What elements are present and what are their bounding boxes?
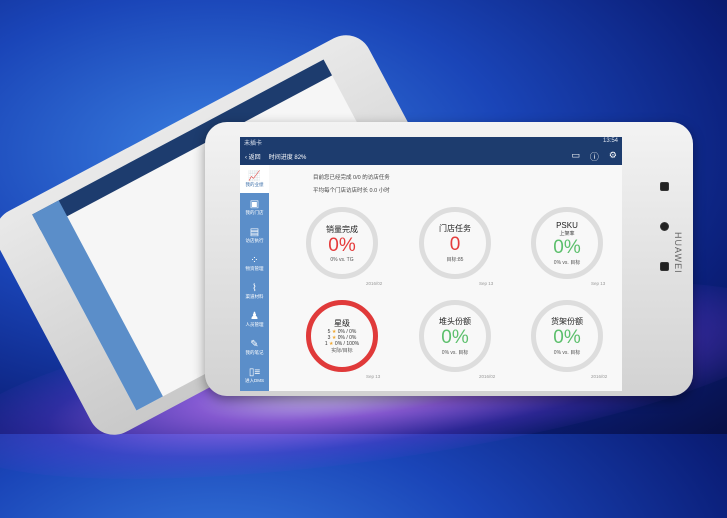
back-button[interactable]: ‹ 返回	[245, 154, 261, 161]
card-footnote: 实际/目标	[331, 348, 353, 354]
card-footnote: 0% vs. 目标	[553, 259, 581, 266]
sidebar-item-label: 我的门店	[245, 209, 264, 215]
card-value: 0%	[553, 236, 581, 258]
metric-card[interactable]: 销量完成 0% 0% vs. TG	[306, 207, 378, 279]
front-phone: HUAWEI 未插卡 13:54 ‹ 返回 时间进度 82% ▭ ⓘ ⚙ 📈 我的业绩 ▣…	[205, 122, 693, 396]
sidebar-item[interactable]: ▣ 我的门店	[240, 193, 269, 221]
card-footnote: 0% vs. TG	[330, 256, 354, 263]
card-title: 货架份额	[551, 317, 583, 326]
card-title: 星级	[334, 319, 350, 328]
star-value: 0% / 0%	[337, 329, 357, 335]
card-title: 销量完成	[326, 224, 358, 234]
sidebar-item-label: 人员管理	[245, 321, 264, 327]
clipboard-icon: ▤	[249, 226, 260, 238]
star-icon: ★	[329, 341, 334, 347]
time-progress: 时间进度 82%	[268, 154, 307, 161]
sidebar-item-label: 渠道材料	[245, 293, 264, 299]
star-value: 0% / 0%	[337, 335, 357, 341]
help-icon[interactable]: ⓘ	[589, 151, 599, 162]
metric-card[interactable]: 门店任务 0 目标:85	[419, 207, 491, 279]
card-date: Sep 13	[366, 374, 381, 379]
sidebar-item[interactable]: ⁘ 物资管理	[240, 249, 269, 277]
card-footnote: 0% vs. 目标	[441, 350, 469, 356]
people-icon: ♟	[250, 310, 259, 322]
star-count: 1	[324, 341, 328, 347]
chart-icon: 📈	[248, 170, 261, 182]
sidebar-item-label: 我的笔记	[245, 349, 264, 355]
star-icon: ★	[331, 329, 337, 335]
metric-card[interactable]: 货架份额 0% 0% vs. 目标	[531, 300, 603, 372]
card-title: 堆头份额	[439, 317, 471, 326]
sidebar-item[interactable]: ⌇ 渠道材料	[240, 277, 269, 305]
metric-card[interactable]: PSKU 上架率 0% 0% vs. 目标	[531, 207, 603, 279]
menu-key-icon[interactable]	[660, 262, 669, 271]
sidebar-item[interactable]: ▤ 访店执行	[240, 221, 269, 249]
paperclip-icon: ⌇	[252, 282, 257, 294]
sidebar-item-label: 进入DMS	[245, 377, 264, 383]
store-icon: ▣	[249, 198, 260, 210]
star-value: 0% / 100%	[334, 341, 360, 347]
sidebar-item-label: 访店执行	[245, 237, 264, 243]
card-value: 0%	[328, 234, 356, 256]
sidebar-item[interactable]: ✎ 我的笔记	[240, 333, 269, 361]
sidebar: 📈 我的业绩 ▣ 我的门店 ▤ 访店执行 ⁘ 物资管理 ⌇ 渠道材料 ♟ 人员管理 ✎ 我的笔记 ▯≡ 进入D…	[240, 165, 269, 391]
card-value: 0%	[553, 327, 581, 348]
card-subtitle: 上架率	[559, 230, 575, 237]
star-row: 3 ★ 0% / 0%	[328, 335, 357, 341]
card-title: 门店任务	[439, 224, 471, 233]
note-icon: ✎	[250, 338, 259, 350]
back-label: 返回	[248, 154, 261, 161]
message-icon[interactable]: ▭	[571, 149, 580, 160]
card-date: 2016/02	[591, 374, 608, 379]
card-date: Sep 13	[479, 281, 494, 286]
card-title: PSKU	[556, 220, 578, 230]
star-row: 1 ★ 0% / 100%	[325, 341, 359, 347]
sidebar-item-label: 物资管理	[245, 265, 264, 271]
sidebar-item[interactable]: ▯≡ 进入DMS	[240, 361, 269, 389]
home-key-icon[interactable]	[660, 222, 669, 231]
card-date: 2016/02	[366, 281, 383, 286]
card-footnote: 0% vs. 目标	[553, 350, 581, 356]
gear-icon[interactable]: ⚙	[608, 149, 617, 160]
summary-line1: 目前您已经完成 0/0 的访店任务	[313, 175, 390, 181]
grid-icon: ⁘	[250, 254, 259, 266]
metric-card[interactable]: 星级 5 ★ 0% / 0% 3 ★ 0% / 0% 1 ★ 0% / 100% 实际/…	[306, 300, 378, 372]
card-date: 2016/02	[479, 374, 496, 379]
summary-line2: 平均每个门店访店时长 0.0 小时	[313, 188, 390, 194]
card-date: Sep 13	[591, 281, 606, 286]
app-screen: 未插卡 13:54 ‹ 返回 时间进度 82% ▭ ⓘ ⚙ 📈 我的业绩 ▣ 我的门店 ▤ 访店…	[240, 137, 622, 391]
status-bar: 未插卡 13:54	[240, 137, 622, 147]
nav-bar: ‹ 返回 时间进度 82% ▭ ⓘ ⚙	[240, 147, 622, 165]
card-footnote: 目标:85	[446, 257, 464, 263]
back-key-icon[interactable]	[660, 182, 669, 191]
card-value: 0	[449, 234, 461, 255]
metric-card[interactable]: 堆头份额 0% 0% vs. 目标	[419, 300, 491, 372]
sidebar-item[interactable]: 📈 我的业绩	[240, 165, 269, 193]
clock: 13:54	[602, 138, 618, 144]
sidebar-item[interactable]: ♟ 人员管理	[240, 305, 269, 333]
dashboard: 目前您已经完成 0/0 的访店任务 平均每个门店访店时长 0.0 小时 销量完成…	[269, 165, 622, 391]
brand-logo: HUAWEI	[673, 232, 683, 274]
star-row: 5 ★ 0% / 0%	[328, 329, 357, 335]
dms-icon: ▯≡	[248, 366, 261, 378]
card-value: 0%	[441, 327, 469, 348]
carrier: 未插卡	[244, 141, 263, 147]
sidebar-item-label: 我的业绩	[245, 181, 264, 187]
star-icon: ★	[331, 335, 337, 341]
